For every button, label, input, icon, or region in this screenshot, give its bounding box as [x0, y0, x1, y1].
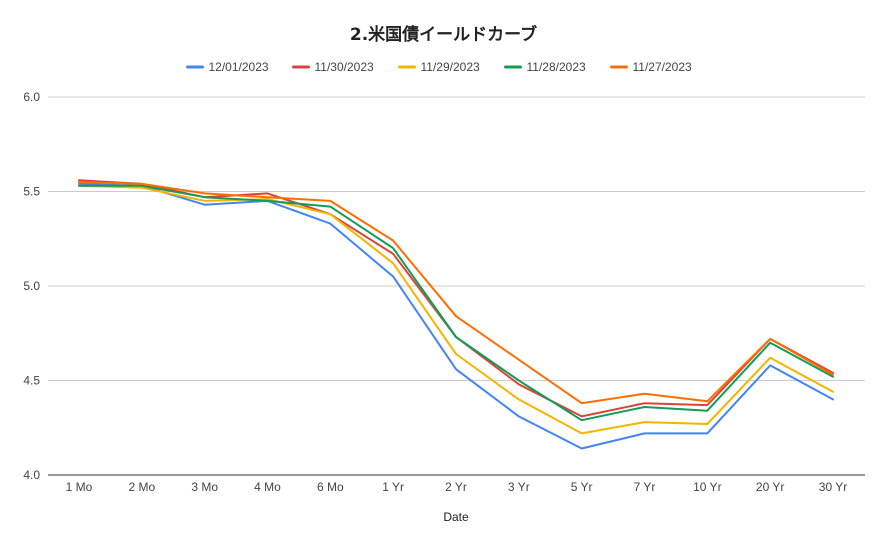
x-axis: 1 Mo 2 Mo 3 Mo 4 Mo 6 Mo 1 Yr 2 Yr 3 Yr 5 Yr 7 Yr… [66, 480, 848, 494]
legend-item[interactable]: 11/27/2023 [610, 60, 692, 74]
series-line-5 [78, 181, 834, 405]
y-tick-label: 6.0 [23, 90, 40, 104]
gridlines [48, 96, 865, 476]
x-tick-label: 30 Yr [819, 480, 847, 494]
x-tick-label: 2 Mo [128, 480, 155, 494]
x-tick-label: 1 Mo [66, 480, 93, 494]
legend: 12/01/2023 11/30/2023 11/29/2023 11/28/2023… [186, 60, 692, 74]
y-tick-label: 5.0 [23, 279, 40, 293]
legend-item[interactable]: 11/29/2023 [398, 60, 480, 74]
x-tick-label: 2 Yr [445, 480, 467, 494]
legend-label: 11/29/2023 [421, 60, 480, 74]
x-tick-label: 1 Yr [382, 480, 404, 494]
chart-title: 2.米国債イールドカーブ [350, 24, 537, 45]
x-tick-label: 10 Yr [693, 480, 721, 494]
y-tick-label: 5.5 [23, 185, 40, 199]
y-tick-label: 4.0 [23, 468, 40, 482]
legend-item[interactable]: 12/01/2023 [186, 60, 269, 74]
x-tick-label: 3 Mo [191, 480, 218, 494]
x-tick-label: 5 Yr [571, 480, 593, 494]
series-line-3 [78, 184, 834, 435]
legend-item[interactable]: 11/30/2023 [292, 60, 374, 74]
x-tick-label: 7 Yr [634, 480, 656, 494]
legend-label: 11/28/2023 [527, 60, 586, 74]
legend-label: 11/30/2023 [315, 60, 374, 74]
legend-label: 11/27/2023 [633, 60, 692, 74]
y-axis: 4.0 4.5 5.0 5.5 6.0 [23, 90, 40, 482]
x-tick-label: 3 Yr [508, 480, 530, 494]
x-tick-label: 6 Mo [317, 480, 344, 494]
series-line-4 [78, 184, 834, 422]
x-axis-title: Date [443, 510, 469, 524]
legend-item[interactable]: 11/28/2023 [504, 60, 586, 74]
y-tick-label: 4.5 [23, 374, 40, 388]
legend-label: 12/01/2023 [209, 60, 269, 74]
series-line-1 [78, 182, 834, 450]
x-tick-label: 4 Mo [254, 480, 281, 494]
series-group [78, 179, 834, 450]
x-tick-label: 20 Yr [756, 480, 784, 494]
